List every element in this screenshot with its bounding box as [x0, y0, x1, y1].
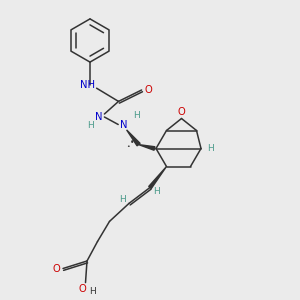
Text: N: N [95, 112, 103, 122]
Text: H: H [207, 144, 214, 153]
Text: H: H [89, 286, 95, 296]
Text: H: H [119, 195, 126, 204]
Text: NH: NH [80, 80, 95, 90]
Text: H: H [133, 111, 140, 120]
Polygon shape [139, 145, 155, 150]
Text: O: O [79, 284, 86, 294]
Polygon shape [127, 130, 140, 146]
Text: O: O [144, 85, 152, 95]
Text: O: O [52, 263, 60, 274]
Text: H: H [153, 187, 159, 196]
Text: O: O [178, 107, 185, 117]
Text: •: • [130, 138, 134, 147]
Text: N: N [120, 119, 127, 130]
Polygon shape [149, 167, 167, 188]
Text: H: H [87, 122, 94, 130]
Text: •: • [126, 144, 130, 148]
